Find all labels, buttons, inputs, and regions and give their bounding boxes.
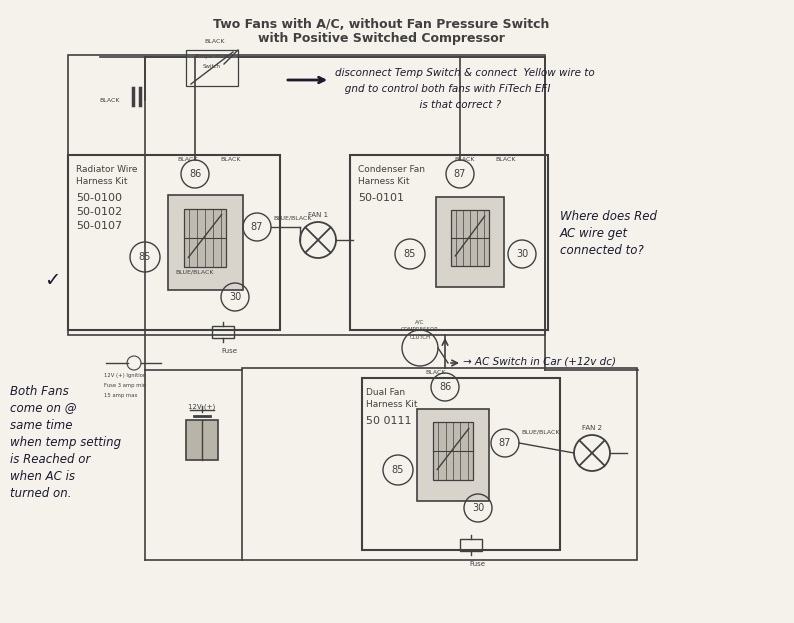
Text: Temperature: Temperature (195, 54, 229, 59)
Text: 87: 87 (454, 169, 466, 179)
Text: Harness Kit: Harness Kit (358, 177, 410, 186)
Bar (242, 368, 637, 560)
Text: Harness Kit: Harness Kit (76, 177, 128, 186)
Bar (417, 409, 489, 501)
Text: COMPRESSOR: COMPRESSOR (401, 327, 439, 332)
Text: 50 0111: 50 0111 (366, 416, 411, 426)
Text: FAN 1: FAN 1 (308, 212, 328, 218)
Text: BLUE/BLACK: BLUE/BLACK (521, 430, 560, 435)
Text: BLACK: BLACK (204, 39, 225, 44)
Text: Switch: Switch (203, 64, 221, 69)
Text: BLUE/BLACK: BLUE/BLACK (273, 215, 311, 220)
Text: BLACK: BLACK (495, 157, 515, 162)
Text: 50-0100: 50-0100 (76, 193, 122, 203)
Text: BLACK: BLACK (455, 157, 476, 162)
Text: BLUE/BLACK: BLUE/BLACK (175, 270, 214, 275)
Text: 30: 30 (229, 292, 241, 302)
Bar (362, 378, 560, 550)
Text: 50-0102: 50-0102 (76, 207, 122, 217)
Text: BLACK: BLACK (220, 157, 241, 162)
Bar (186, 50, 238, 86)
Text: 86: 86 (439, 382, 451, 392)
Text: Fuse: Fuse (469, 561, 485, 567)
Text: Fuse: Fuse (221, 348, 237, 354)
Text: 12V (+) Ignition: 12V (+) Ignition (104, 373, 146, 378)
Bar (434, 422, 472, 480)
Text: ✓: ✓ (44, 270, 60, 290)
Text: Harness Kit: Harness Kit (366, 400, 418, 409)
Text: 12V (+): 12V (+) (188, 404, 216, 410)
Text: gnd to control both fans with FiTech EFI: gnd to control both fans with FiTech EFI (335, 84, 550, 94)
Text: is that correct ?: is that correct ? (335, 100, 501, 110)
Text: 86: 86 (189, 169, 201, 179)
Bar (436, 197, 504, 287)
Bar (168, 195, 243, 290)
Text: Both Fans
come on @
same time
when temp setting
is Reached or
when AC is
turned : Both Fans come on @ same time when temp … (10, 385, 121, 500)
Text: A/C: A/C (415, 319, 425, 324)
Text: Condenser Fan: Condenser Fan (358, 165, 425, 174)
Text: 50-0107: 50-0107 (76, 221, 122, 231)
Bar (350, 155, 548, 330)
Text: Radiator Wire: Radiator Wire (76, 165, 137, 174)
Text: 50-0101: 50-0101 (358, 193, 404, 203)
Text: Fuse 3 amp min: Fuse 3 amp min (104, 383, 146, 388)
Bar (212, 326, 234, 338)
Bar (186, 420, 218, 460)
Text: 87: 87 (251, 222, 263, 232)
Text: disconnect Temp Switch & connect  Yellow wire to: disconnect Temp Switch & connect Yellow … (335, 68, 595, 78)
Text: CLUTCH: CLUTCH (410, 335, 430, 340)
Text: 85: 85 (404, 249, 416, 259)
Text: 30: 30 (472, 503, 484, 513)
Bar (68, 55, 545, 335)
Text: 15 amp max: 15 amp max (104, 393, 137, 398)
Bar (68, 155, 280, 330)
Text: 85: 85 (139, 252, 151, 262)
Text: 87: 87 (499, 438, 511, 448)
Text: Where does Red
AC wire get
connected to?: Where does Red AC wire get connected to? (560, 210, 657, 257)
Text: 85: 85 (391, 465, 404, 475)
Text: BLACK: BLACK (177, 157, 198, 162)
Text: BLACK: BLACK (99, 98, 120, 103)
Text: → AC Switch in Car (+12v dc): → AC Switch in Car (+12v dc) (463, 356, 616, 366)
Text: 30: 30 (516, 249, 528, 259)
Text: FAN 2: FAN 2 (582, 425, 602, 431)
Text: with Positive Switched Compressor: with Positive Switched Compressor (258, 32, 504, 45)
Text: BLACK: BLACK (425, 370, 445, 375)
Text: Two Fans with A/C, without Fan Pressure Switch: Two Fans with A/C, without Fan Pressure … (213, 18, 549, 31)
Bar (460, 539, 482, 551)
Bar (451, 210, 488, 266)
Bar (184, 209, 225, 267)
Text: Dual Fan: Dual Fan (366, 388, 405, 397)
